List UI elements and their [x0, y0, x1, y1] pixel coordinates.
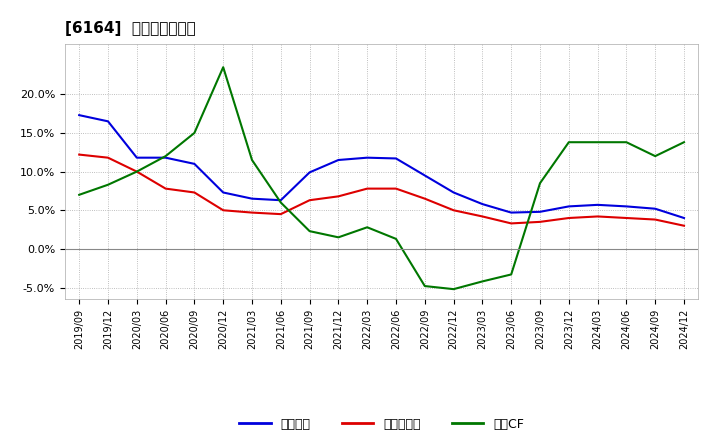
経常利益	[363, 155, 372, 160]
当期純利益	[392, 186, 400, 191]
経常利益	[564, 204, 573, 209]
経常利益	[75, 113, 84, 118]
営業CF	[248, 158, 256, 163]
経常利益	[420, 173, 429, 178]
営業CF	[190, 130, 199, 136]
Line: 当期純利益: 当期純利益	[79, 154, 684, 226]
営業CF	[564, 139, 573, 145]
当期純利益	[363, 186, 372, 191]
当期純利益	[334, 194, 343, 199]
営業CF	[420, 283, 429, 289]
経常利益	[478, 202, 487, 207]
当期純利益	[478, 214, 487, 219]
当期純利益	[75, 152, 84, 157]
経常利益	[507, 210, 516, 215]
営業CF	[536, 180, 544, 186]
当期純利益	[680, 223, 688, 228]
営業CF	[680, 139, 688, 145]
経常利益	[104, 119, 112, 124]
当期純利益	[132, 169, 141, 174]
当期純利益	[190, 190, 199, 195]
経常利益	[161, 155, 170, 160]
営業CF	[161, 154, 170, 159]
営業CF	[75, 192, 84, 198]
Legend: 経常利益, 当期純利益, 営業CF: 経常利益, 当期純利益, 営業CF	[234, 413, 529, 436]
当期純利益	[651, 217, 660, 222]
経常利益	[276, 198, 285, 203]
Line: 営業CF: 営業CF	[79, 67, 684, 289]
営業CF	[363, 225, 372, 230]
経常利益	[536, 209, 544, 214]
経常利益	[190, 161, 199, 166]
経常利益	[132, 155, 141, 160]
営業CF	[449, 286, 458, 292]
経常利益	[334, 158, 343, 163]
営業CF	[478, 279, 487, 284]
経常利益	[622, 204, 631, 209]
経常利益	[392, 156, 400, 161]
経常利益	[305, 170, 314, 175]
営業CF	[132, 169, 141, 174]
当期純利益	[449, 208, 458, 213]
当期純利益	[104, 155, 112, 160]
当期純利益	[536, 219, 544, 224]
経常利益	[219, 190, 228, 195]
当期純利益	[161, 186, 170, 191]
経常利益	[593, 202, 602, 208]
当期純利益	[420, 196, 429, 202]
営業CF	[622, 139, 631, 145]
当期純利益	[593, 214, 602, 219]
当期純利益	[305, 198, 314, 203]
営業CF	[651, 154, 660, 159]
営業CF	[507, 272, 516, 277]
経常利益	[248, 196, 256, 202]
Line: 経常利益: 経常利益	[79, 115, 684, 218]
営業CF	[392, 236, 400, 242]
経常利益	[449, 190, 458, 195]
当期純利益	[564, 215, 573, 220]
当期純利益	[507, 221, 516, 226]
当期純利益	[248, 210, 256, 215]
営業CF	[593, 139, 602, 145]
経常利益	[651, 206, 660, 211]
当期純利益	[276, 212, 285, 217]
Text: [6164]  マージンの推移: [6164] マージンの推移	[65, 21, 196, 36]
経常利益	[680, 215, 688, 220]
営業CF	[219, 65, 228, 70]
当期純利益	[622, 215, 631, 220]
営業CF	[305, 228, 314, 234]
営業CF	[104, 182, 112, 187]
営業CF	[276, 200, 285, 205]
当期純利益	[219, 208, 228, 213]
営業CF	[334, 235, 343, 240]
